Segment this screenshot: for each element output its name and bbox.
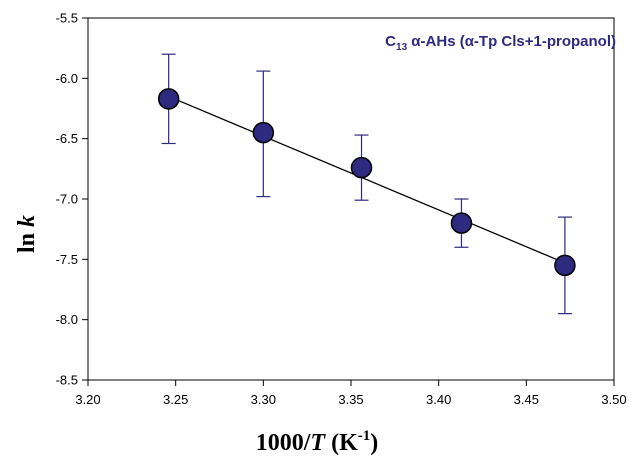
data-point: [157, 88, 180, 110]
data-point: [554, 254, 576, 277]
y-tick-label: -8.0: [56, 312, 78, 327]
y-tick-label: -5.5: [56, 11, 78, 26]
y-tick-label: -7.5: [56, 252, 78, 267]
x-tick-label: 3.20: [75, 392, 100, 407]
x-tick-label: 3.45: [514, 392, 539, 407]
x-tick-label: 3.25: [163, 392, 188, 407]
data-point: [450, 212, 473, 234]
y-tick-label: -8.5: [56, 373, 78, 388]
annotation-text: C13 α-AHs (α-Tp Cls+1-propanol): [385, 33, 616, 53]
x-tick-label: 3.50: [601, 392, 626, 407]
data-point: [350, 156, 373, 179]
x-axis-title: 1000/T (K-1): [256, 428, 379, 456]
plot-layer: 3.20 3.25 3.30 3.35 3.40 3.45 3.50 -5.5 -6.0 -6.5…: [56, 11, 627, 408]
y-axis-title: ln k: [14, 215, 40, 253]
fit-line: [168, 95, 566, 264]
x-tick-label: 3.35: [338, 392, 363, 407]
y-tick-label: -6.0: [56, 71, 78, 86]
plot-frame: [87, 17, 615, 381]
y-tick-label: -6.5: [56, 131, 78, 146]
x-tick-label: 3.30: [251, 392, 276, 407]
x-tick-label: 3.40: [426, 392, 451, 407]
y-tick-label: -7.0: [56, 192, 78, 207]
data-point: [252, 121, 275, 144]
